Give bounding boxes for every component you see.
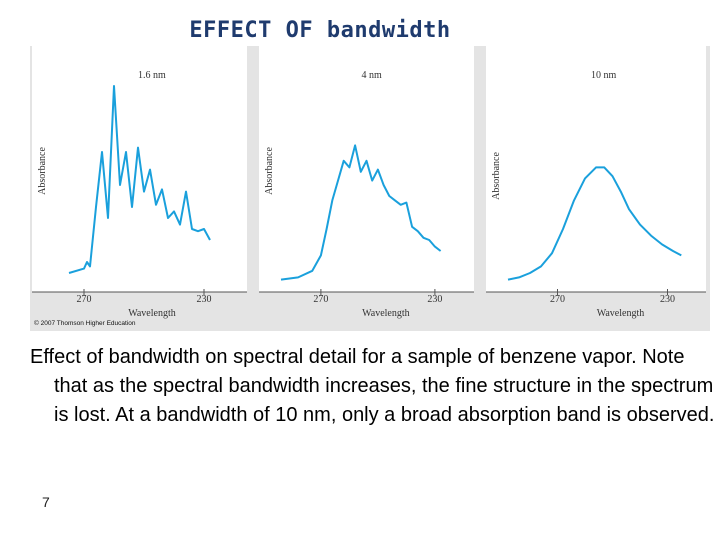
spectra-figure: 1.6 nm Absorbance 270 230 Wavelength 4 nm Abs… bbox=[30, 46, 710, 331]
x-axis-label: Wavelength bbox=[362, 308, 410, 319]
y-axis-label: Absorbance bbox=[264, 147, 275, 195]
x-tick-label: 270 bbox=[313, 294, 328, 305]
page-number: 7 bbox=[42, 494, 50, 510]
caption: Effect of bandwidth on spectral detail f… bbox=[30, 343, 720, 430]
plot-background bbox=[32, 46, 247, 292]
x-tick-label: 270 bbox=[550, 294, 565, 305]
panel-title: 4 nm bbox=[362, 70, 383, 81]
absorbance-series-line bbox=[68, 85, 211, 274]
x-axis-label: Wavelength bbox=[128, 308, 176, 319]
x-axis-label: Wavelength bbox=[597, 308, 645, 319]
panel-title: 1.6 nm bbox=[138, 70, 166, 81]
y-axis-label: Absorbance bbox=[37, 147, 48, 195]
plot-background bbox=[486, 46, 706, 292]
x-tick-label: 270 bbox=[77, 294, 92, 305]
spectrum-panel-4nm: 4 nm Absorbance 270 230 Wavelength bbox=[259, 46, 474, 319]
x-tick-label: 230 bbox=[197, 294, 212, 305]
absorbance-series-line bbox=[507, 166, 682, 281]
absorbance-series-line bbox=[280, 144, 442, 281]
spectrum-panel-1-6nm: 1.6 nm Absorbance 270 230 Wavelength bbox=[32, 46, 247, 319]
x-tick-label: 230 bbox=[427, 294, 442, 305]
slide-title: EFFECT OF bandwidth bbox=[189, 18, 451, 43]
x-tick-label: 230 bbox=[660, 294, 675, 305]
y-axis-label: Absorbance bbox=[491, 152, 502, 200]
copyright-credit: © 2007 Thomson Higher Education bbox=[34, 320, 136, 327]
plot-background bbox=[259, 46, 474, 292]
caption-text: Effect of bandwidth on spectral detail f… bbox=[30, 346, 715, 426]
panel-title: 10 nm bbox=[591, 70, 617, 81]
spectrum-panel-10nm: 10 nm Absorbance 270 230 Wavelength bbox=[486, 46, 706, 319]
